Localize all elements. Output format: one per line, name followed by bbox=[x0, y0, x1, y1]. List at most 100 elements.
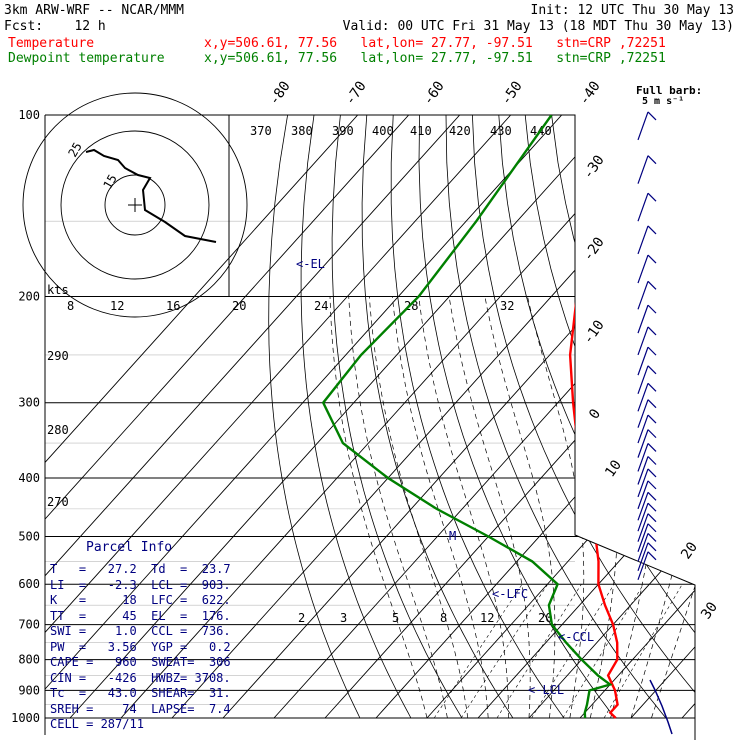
moist-adiabat bbox=[578, 296, 619, 719]
isotherm-label: 20 bbox=[678, 539, 701, 562]
theta-label: 400 bbox=[372, 124, 394, 138]
theta-label: 370 bbox=[250, 124, 272, 138]
plot-frame bbox=[45, 114, 696, 740]
moist-adiabat bbox=[418, 296, 509, 718]
mixing-ratio-label: 20 bbox=[538, 611, 552, 625]
parcel-info-row: SWI = 1.0 CCL = 736. bbox=[50, 624, 231, 638]
theta-label: 280 bbox=[47, 423, 69, 437]
dry-adiabat bbox=[710, 115, 740, 718]
dry-adiabat bbox=[604, 115, 695, 719]
wind-barb bbox=[637, 155, 649, 184]
isotherm-line bbox=[69, 115, 614, 719]
hodograph-ring bbox=[104, 174, 166, 236]
mixing-ratio-label: 20 bbox=[232, 299, 246, 313]
wind-barb bbox=[637, 281, 649, 310]
wind-barb-flag bbox=[647, 468, 657, 478]
wind-barb-flag bbox=[647, 502, 657, 512]
dry-adiabat bbox=[390, 115, 565, 719]
isotherm-line bbox=[375, 115, 695, 719]
hodograph-ring bbox=[22, 92, 248, 318]
pressure-tick-label: 300 bbox=[18, 396, 40, 410]
mixing-ratio-line bbox=[562, 584, 644, 719]
mixing-ratio-label: 8 bbox=[440, 611, 447, 625]
dry-adiabat bbox=[524, 115, 695, 719]
hodograph-ring-label: 15 bbox=[100, 172, 119, 192]
dewpoint-profile bbox=[321, 115, 613, 719]
dry-adiabat bbox=[331, 115, 463, 719]
dry-adiabat bbox=[498, 115, 695, 719]
wind-barb-flag bbox=[647, 429, 657, 439]
dry-adiabat bbox=[472, 115, 695, 719]
wind-barb-lower bbox=[649, 679, 673, 735]
mixing-ratio-label: 2 bbox=[298, 611, 305, 625]
dry-adiabat bbox=[551, 115, 695, 719]
isotherm-label: -20 bbox=[580, 234, 608, 264]
moist-adiabat bbox=[484, 296, 556, 719]
barb-legend-value: 5 m s⁻¹ bbox=[642, 96, 684, 107]
isotherm-label: 0 bbox=[586, 406, 604, 422]
isotherm-line bbox=[477, 115, 695, 719]
parcel-info-row: T = 27.2 Td = 23.7 bbox=[50, 562, 231, 576]
wind-barb-flag bbox=[647, 111, 657, 121]
dry-adiabat bbox=[445, 115, 667, 719]
location-temperature: x,y=506.61, 77.56 lat,lon= 27.77, -97.51… bbox=[204, 36, 666, 51]
wind-barb-flag bbox=[647, 304, 657, 314]
dry-adiabat bbox=[268, 115, 361, 719]
moist-adiabat bbox=[392, 296, 489, 719]
wind-barb bbox=[637, 254, 649, 284]
level-marker: <-LCL bbox=[528, 683, 564, 697]
parcel-info-row: CAPE = 960 SWEAT= 306 bbox=[50, 655, 231, 669]
parcel-info-row: CIN = -426 HWBZ= 3708. bbox=[50, 670, 231, 685]
mixing-ratio-line bbox=[433, 584, 523, 719]
parcel-info-row: CELL = 287/11 bbox=[50, 717, 144, 731]
moist-adiabat bbox=[348, 296, 448, 719]
parcel-info-row: TT = 45 EL = 176. bbox=[50, 608, 231, 623]
barb-legend-title: Full barb: bbox=[636, 84, 702, 97]
isotherm-line bbox=[273, 115, 695, 719]
isotherm-line bbox=[120, 115, 665, 719]
level-marker: <-EL bbox=[296, 257, 325, 271]
theta-label: 420 bbox=[449, 124, 471, 138]
wind-barb-flag bbox=[647, 365, 657, 375]
wind-barb bbox=[637, 551, 649, 581]
wind-barb-flag bbox=[647, 491, 657, 501]
dry-adiabat bbox=[656, 115, 695, 719]
mixing-ratio-line bbox=[496, 584, 582, 719]
isotherm-line bbox=[45, 115, 461, 719]
isotherm-label: -60 bbox=[420, 78, 448, 108]
wind-barb-flag bbox=[647, 523, 657, 533]
pressure-tick-label: 1000 bbox=[11, 711, 40, 725]
theta-label: 390 bbox=[332, 124, 354, 138]
mixing-ratio-line bbox=[531, 584, 615, 719]
theta-label: 430 bbox=[490, 124, 512, 138]
wind-barb bbox=[637, 542, 649, 571]
dry-adiabat bbox=[300, 115, 412, 719]
theta-label: 290 bbox=[47, 349, 69, 363]
wind-barb bbox=[637, 192, 649, 222]
isotherm-line bbox=[45, 115, 410, 719]
forecast-hour: Fcst: 12 h bbox=[4, 19, 106, 34]
isotherm-line bbox=[528, 115, 695, 719]
isotherm-label: 30 bbox=[698, 599, 721, 622]
parcel-info-row: PW = 3.56 YGP = 0.2 bbox=[50, 639, 231, 654]
pressure-tick-label: 400 bbox=[18, 471, 40, 485]
wind-barb-flag bbox=[647, 346, 657, 356]
isotherm-line bbox=[45, 115, 563, 719]
hodograph-units: kts bbox=[47, 283, 69, 297]
isotherm-line bbox=[733, 115, 740, 718]
mixing-ratio-label: 28 bbox=[404, 299, 418, 313]
wind-barb-flag bbox=[647, 155, 657, 165]
theta-label: 410 bbox=[410, 124, 432, 138]
mixing-ratio-label: 12 bbox=[480, 611, 494, 625]
wind-barb bbox=[637, 225, 649, 255]
mixing-ratio-label: 5 bbox=[392, 611, 399, 625]
isotherm-line bbox=[222, 115, 695, 719]
dry-adiabat bbox=[361, 115, 514, 719]
mixing-ratio-label: 16 bbox=[166, 299, 180, 313]
isotherm-line bbox=[579, 115, 695, 719]
parcel-info-row: K = 18 LFC = 622. bbox=[50, 593, 231, 607]
wind-barb bbox=[637, 414, 649, 444]
wind-barb bbox=[637, 326, 649, 356]
isotherm-line bbox=[45, 115, 359, 719]
